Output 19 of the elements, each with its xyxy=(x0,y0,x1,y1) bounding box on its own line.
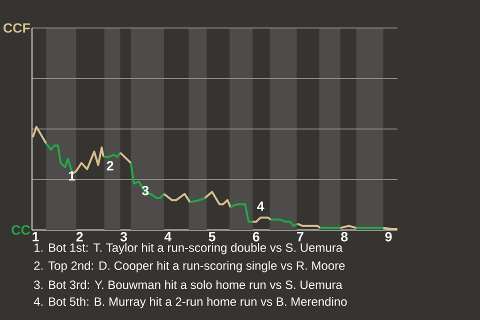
x-tick-label: 1 xyxy=(32,232,39,242)
x-tick-label: 2 xyxy=(76,232,83,242)
annotation: 2 xyxy=(106,161,114,170)
text: CC xyxy=(12,225,30,235)
text: 3. Bot 3rd: Y. Bouwman hit a solo home run vs S. Uemura xyxy=(34,280,342,290)
annotation: 4 xyxy=(257,202,264,211)
x-tick-label: 7 xyxy=(297,232,304,242)
x-tick-label: 3 xyxy=(120,232,128,242)
x-tick-label: 4 xyxy=(164,232,172,242)
annotation: 1 xyxy=(68,171,76,181)
text: CCF xyxy=(4,23,30,33)
x-tick-label: 8 xyxy=(341,232,348,242)
text: 2. Top 2nd: D. Cooper hit a run-scoring single vs R. Moore xyxy=(34,261,345,272)
x-tick-label: 6 xyxy=(252,232,260,242)
text: 1. Bot 1st: T. Taylor hit a run-scoring double vs S. Uemura xyxy=(34,243,343,254)
x-tick-label: 5 xyxy=(208,232,216,242)
annotation: 3 xyxy=(142,186,149,196)
x-tick-label: 9 xyxy=(385,232,392,242)
text: 4. Bot 5th: B. Murray hit a 2-run home run vs B. Merendino xyxy=(34,297,347,308)
